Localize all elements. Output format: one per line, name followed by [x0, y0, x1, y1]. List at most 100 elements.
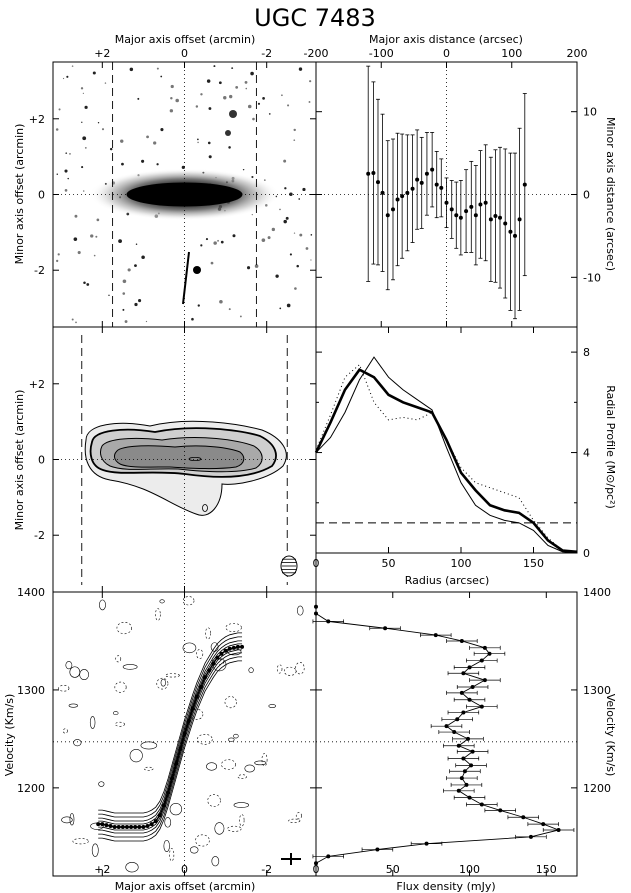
pv-contour [98, 652, 243, 834]
flux-point [461, 756, 466, 761]
star [279, 208, 281, 211]
star [121, 162, 124, 166]
pv-contour [98, 632, 243, 814]
star [267, 236, 271, 240]
flux-point [461, 671, 466, 676]
noise-contour [221, 759, 236, 770]
rotation-curve-point [182, 732, 187, 736]
star [73, 237, 78, 241]
x-tick-label: 0 [313, 557, 320, 570]
star [175, 98, 179, 103]
y-tick-label: 1300 [17, 684, 45, 697]
data-point [458, 215, 463, 220]
noise-contour [58, 685, 70, 692]
rotation-curve-point [166, 790, 171, 795]
x-tick-label: -200 [304, 47, 329, 60]
x-tick-label: 0 [181, 863, 188, 876]
star [217, 239, 219, 242]
star [294, 287, 297, 290]
noise-contour [69, 813, 75, 826]
y-tick-label: 10 [583, 106, 597, 119]
noise-contour [115, 655, 122, 663]
star [252, 117, 255, 121]
y-tick-label: 1400 [583, 586, 611, 599]
data-point [424, 171, 429, 176]
y-axis-label: Minor axis distance (arcsec) [604, 117, 617, 271]
noise-contour [73, 739, 82, 747]
data-point [522, 182, 527, 187]
star [129, 67, 134, 72]
star [281, 94, 283, 97]
radial-panel-frame [315, 326, 578, 554]
flux-point [326, 854, 331, 859]
y-tick-label: 8 [583, 346, 590, 359]
star [200, 244, 203, 247]
rotation-curve-point [120, 825, 125, 830]
y-tick-label: 0 [583, 189, 590, 202]
star [67, 177, 69, 180]
flux-point [461, 710, 466, 715]
flux-point [521, 815, 526, 820]
noise-contour [98, 781, 105, 787]
star [81, 121, 83, 123]
noise-contour [129, 748, 143, 763]
star [66, 75, 69, 78]
star [75, 321, 77, 324]
star [69, 153, 71, 155]
noise-contour [160, 678, 166, 687]
flux-point [375, 847, 380, 852]
star [134, 302, 138, 307]
noise-contour [99, 599, 106, 611]
star [298, 67, 303, 71]
data-point [469, 204, 474, 209]
star [83, 281, 86, 285]
star [283, 219, 287, 224]
flux-point [459, 776, 464, 781]
star [92, 71, 96, 75]
rotation-curve-point [153, 819, 158, 824]
noise-contour [297, 605, 304, 616]
noise-contour [283, 666, 297, 676]
data-point [430, 167, 435, 172]
y-axis-label: Velocity (Km/s) [3, 694, 16, 777]
star [239, 315, 242, 318]
noise-contour [155, 608, 161, 621]
star [223, 96, 227, 100]
star [57, 253, 60, 256]
flux-point [326, 619, 331, 624]
x-tick-label: -2 [261, 863, 272, 876]
star [58, 108, 61, 111]
rotation-curve-point [203, 675, 208, 680]
noise-contour [69, 666, 81, 678]
rotation-curve-point [100, 822, 105, 827]
star [293, 128, 296, 132]
flux-point [541, 822, 546, 827]
data-point [366, 171, 371, 176]
star [195, 105, 199, 108]
star [213, 65, 216, 68]
data-point [390, 207, 395, 212]
noise-contour [140, 741, 158, 750]
star [86, 283, 90, 286]
star [208, 107, 212, 110]
star [302, 187, 306, 192]
star [208, 155, 212, 159]
flux-point [467, 697, 472, 702]
data-point [503, 221, 508, 226]
flux-point [459, 638, 464, 643]
pv-contour [98, 649, 243, 831]
x-tick-label: 0 [443, 47, 450, 60]
noise-contour [196, 649, 204, 659]
star [285, 216, 289, 220]
flux-profile-line [315, 606, 561, 864]
y-tick-label: 1200 [17, 782, 45, 795]
star [232, 234, 236, 238]
flux-point [469, 763, 474, 768]
star [64, 189, 68, 192]
noise-contour [205, 627, 211, 640]
hi-peak-contour [188, 456, 202, 461]
noise-contour [165, 673, 180, 678]
flux-point [314, 861, 318, 866]
profile-series-thin [315, 356, 578, 554]
noise-contour [72, 838, 89, 845]
